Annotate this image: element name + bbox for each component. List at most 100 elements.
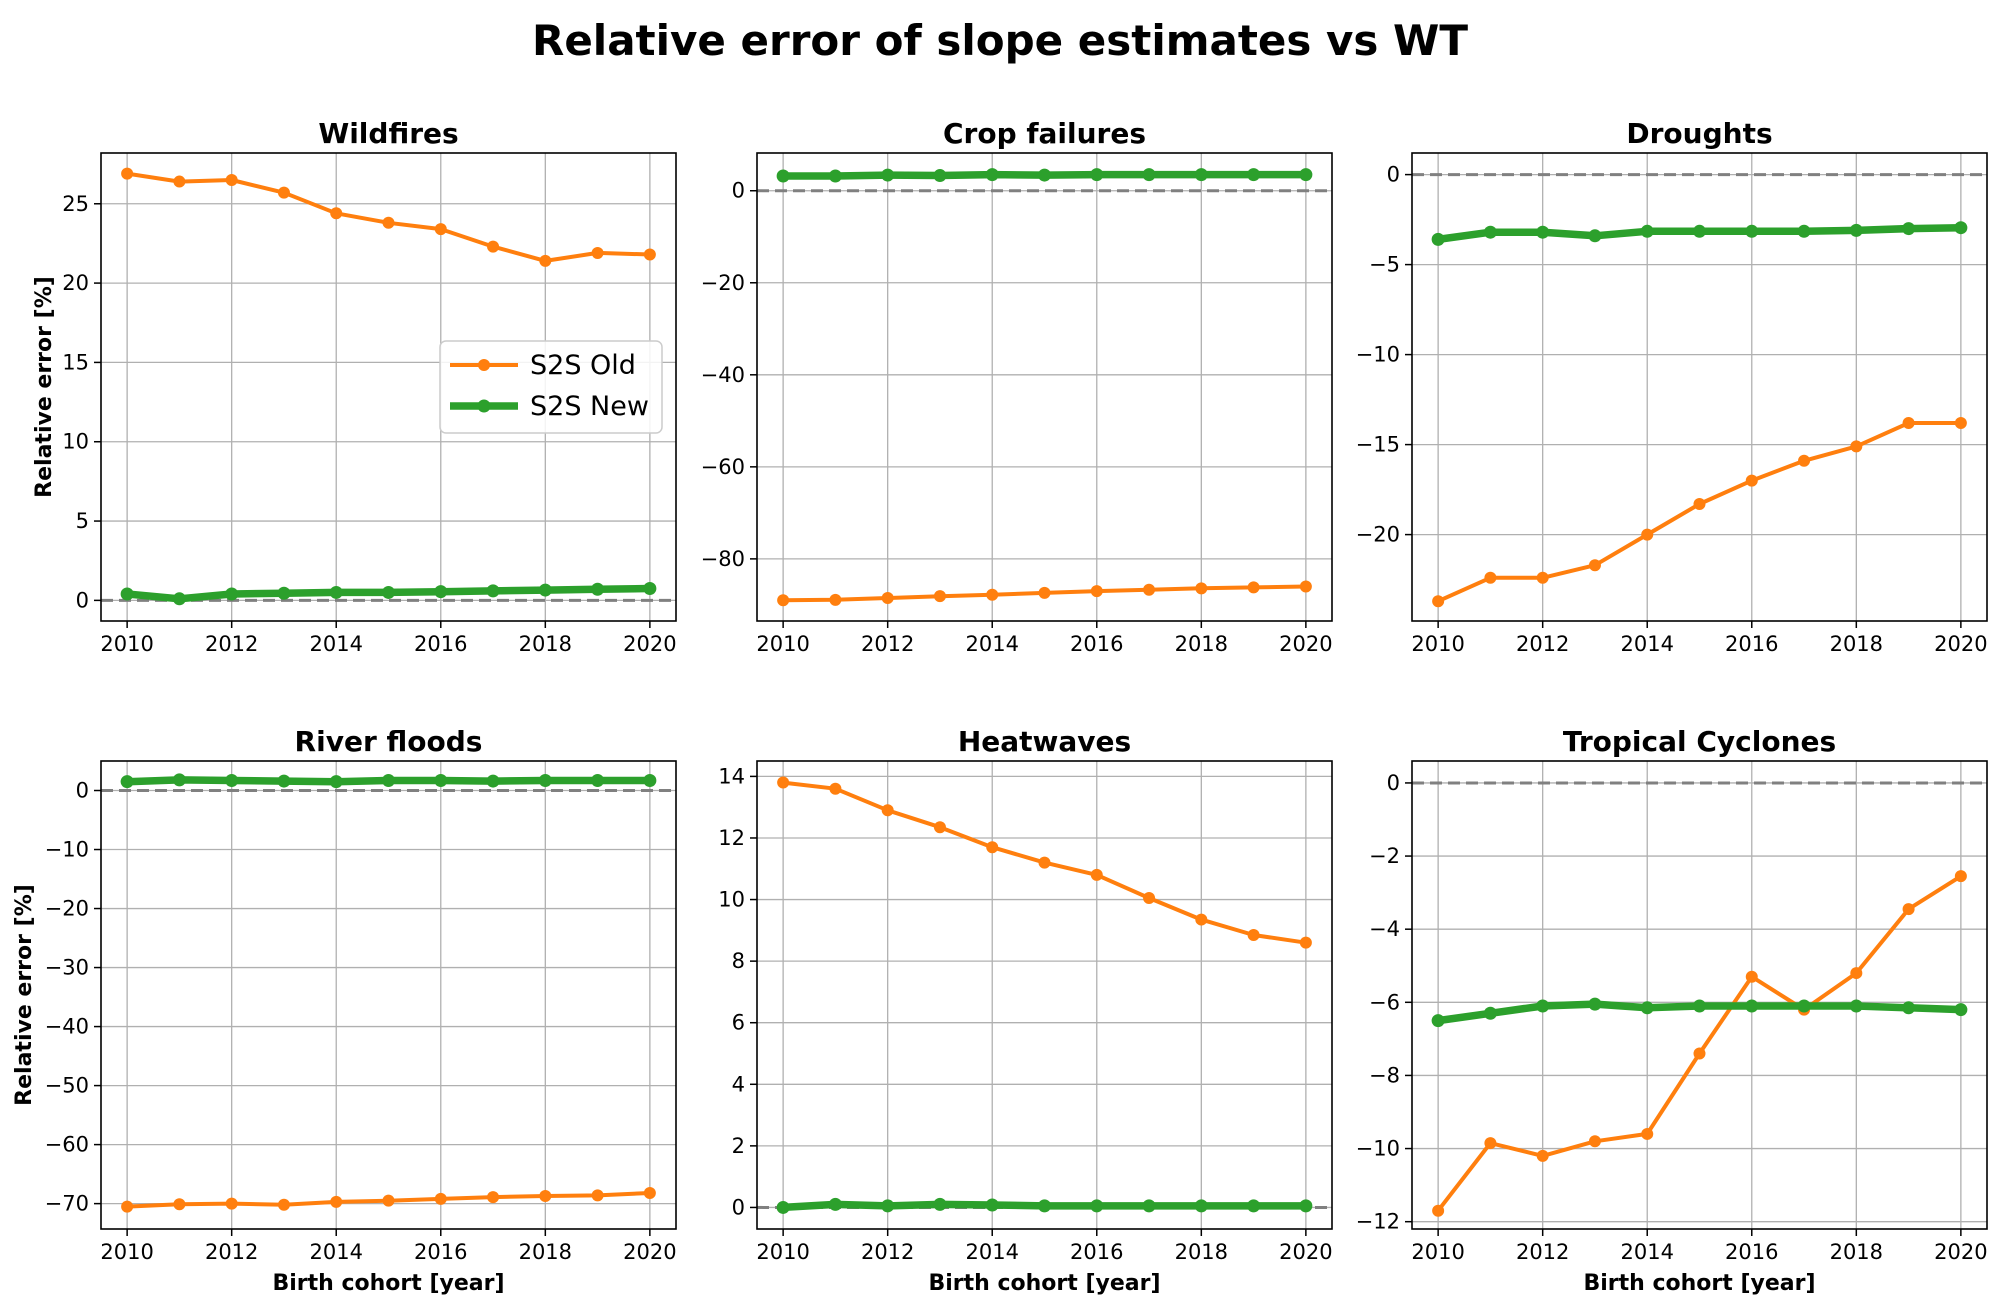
- data-point: [1038, 168, 1051, 182]
- data-point: [330, 1195, 343, 1208]
- data-point: [1038, 586, 1051, 599]
- data-point: [933, 1197, 947, 1211]
- legend-swatch-marker: [477, 399, 491, 413]
- y-tick-label: 25: [62, 192, 89, 216]
- data-point: [1536, 999, 1550, 1013]
- y-tick-label: −20: [45, 897, 89, 921]
- axes-frame: [100, 152, 677, 622]
- x-axis-label: Birth cohort [year]: [272, 1271, 504, 1296]
- subplot-2: 2010 2012 2014 2016 2018 2020 −80 −60 −40 −20 0 Cro…: [701, 117, 1333, 656]
- data-point: [881, 1199, 895, 1213]
- y-tick-label: 0: [732, 1195, 745, 1219]
- subplot-title: Droughts: [1626, 117, 1772, 150]
- axes-frame: [1411, 760, 1988, 1230]
- data-point: [1954, 1003, 1968, 1017]
- subplot-4: 2010 2012 2014 2016 2018 2020 −70 −60 −50 −40 −30 −…: [12, 725, 677, 1296]
- data-point: [1194, 1199, 1208, 1213]
- x-tick-label: 2016: [1725, 632, 1778, 656]
- data-point: [1195, 913, 1208, 926]
- y-tick-label: 10: [62, 430, 89, 454]
- data-point: [277, 186, 290, 199]
- data-point: [486, 584, 500, 598]
- data-point: [1038, 1199, 1051, 1213]
- data-point: [933, 590, 946, 603]
- y-tick-label: −8: [1369, 1063, 1400, 1087]
- y-tick-label: −15: [1356, 433, 1400, 457]
- data-point: [1954, 870, 1967, 883]
- data-point: [225, 773, 239, 787]
- y-tick-label: −20: [1356, 523, 1400, 547]
- data-point: [828, 169, 842, 183]
- series-line-old: [1437, 421, 1961, 604]
- data-point: [434, 223, 447, 236]
- data-point: [1143, 892, 1156, 905]
- data-point: [487, 240, 500, 253]
- data-point: [172, 773, 186, 787]
- legend: S2S Old S2S New: [439, 340, 663, 434]
- x-tick-label: 2010: [1411, 632, 1464, 656]
- data-point: [1588, 1135, 1601, 1148]
- data-point: [1849, 223, 1863, 237]
- y-tick-label: −2: [1369, 844, 1400, 868]
- data-point: [121, 1200, 134, 1213]
- subplot-title: Wildfires: [318, 117, 458, 150]
- data-point: [1484, 571, 1497, 584]
- subplot-5: 2010 2012 2014 2016 2018 2020 0 2 4 6 8 10 12 14 Heatw…: [718, 725, 1333, 1296]
- data-point: [538, 583, 552, 597]
- data-point: [986, 588, 999, 601]
- data-point: [172, 592, 186, 606]
- y-tick-label: −60: [45, 1133, 89, 1157]
- data-point: [1693, 498, 1706, 510]
- data-point: [382, 585, 395, 599]
- data-point: [277, 586, 291, 600]
- data-point: [1797, 224, 1811, 238]
- y-tick-label: −10: [1356, 1137, 1400, 1161]
- y-tick-label: 4: [732, 1072, 745, 1096]
- data-point: [591, 582, 605, 596]
- x-tick-label: 2018: [519, 1240, 572, 1264]
- data-point: [1588, 229, 1602, 243]
- y-tick-label: 5: [76, 509, 89, 533]
- x-tick-label: 2018: [1175, 632, 1228, 656]
- x-tick-label: 2010: [100, 1240, 153, 1264]
- data-point: [1640, 1001, 1654, 1015]
- data-point: [1090, 1199, 1104, 1213]
- y-tick-label: 14: [718, 764, 745, 788]
- data-point: [777, 594, 790, 607]
- data-point: [1142, 168, 1156, 182]
- data-point: [121, 167, 134, 180]
- x-tick-label: 2018: [1830, 1240, 1883, 1264]
- data-point: [643, 773, 657, 787]
- subplot-3: 2010 2012 2014 2016 2018 2020 −20 −15 −10 −5 0 Drou…: [1356, 117, 1988, 656]
- data-point: [1484, 1137, 1497, 1150]
- data-point: [1194, 168, 1208, 182]
- x-tick-label: 2012: [205, 1240, 258, 1264]
- x-tick-label: 2016: [1070, 1240, 1123, 1264]
- data-point: [1902, 1001, 1916, 1015]
- data-point: [881, 804, 894, 817]
- legend-label: S2S New: [530, 391, 649, 422]
- x-tick-label: 2020: [1934, 1240, 1987, 1264]
- y-tick-label: −5: [1369, 253, 1400, 277]
- data-point: [777, 776, 790, 789]
- x-tick-label: 2016: [1725, 1240, 1778, 1264]
- data-point: [1849, 999, 1863, 1013]
- data-point: [986, 841, 999, 854]
- data-point: [329, 585, 343, 599]
- data-point: [1745, 999, 1759, 1013]
- y-tick-label: −50: [45, 1074, 89, 1098]
- y-tick-label: 0: [732, 179, 745, 203]
- data-point: [1247, 581, 1260, 594]
- x-tick-label: 2012: [861, 1240, 914, 1264]
- y-tick-label: −40: [45, 1015, 89, 1039]
- axes-frame: [1411, 152, 1988, 622]
- y-tick-label: −70: [45, 1192, 89, 1216]
- data-point: [829, 782, 842, 795]
- x-tick-label: 2010: [1411, 1240, 1464, 1264]
- data-point: [1090, 585, 1103, 598]
- x-axis-label: Birth cohort [year]: [928, 1271, 1160, 1296]
- data-point: [1902, 222, 1916, 236]
- data-point: [1902, 903, 1915, 916]
- subplot-1: 2010 2012 2014 2016 2018 2020 0 5 10 15 20 25 Wildfi…: [32, 117, 677, 656]
- data-point: [1038, 856, 1051, 869]
